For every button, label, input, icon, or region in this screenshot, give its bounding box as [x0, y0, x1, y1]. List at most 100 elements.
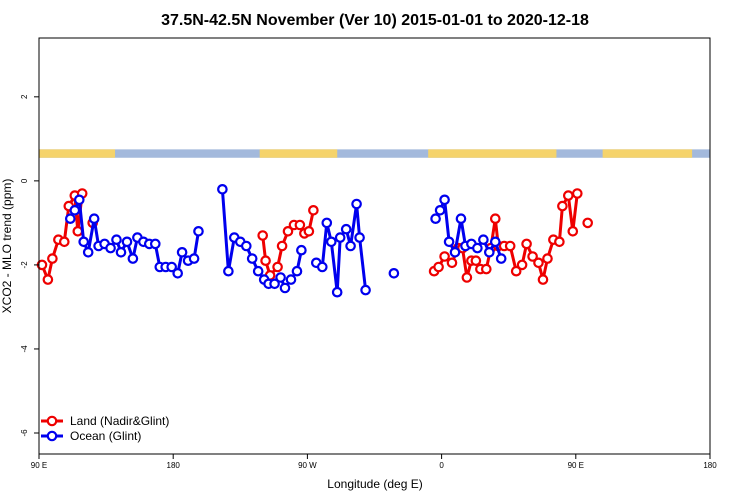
data-point-land [504, 240, 516, 252]
y-tick-label: -4 [20, 345, 29, 353]
data-point-land [257, 230, 268, 241]
data-point-ocean [150, 238, 161, 250]
data-point-land [276, 240, 288, 252]
chart-title: 37.5N-42.5N November (Ver 10) 2015-01-01… [161, 12, 589, 29]
data-point-ocean [345, 240, 356, 252]
data-point-ocean [275, 272, 286, 283]
data-point-ocean [296, 244, 307, 256]
data-point-land [554, 236, 565, 248]
data-point-ocean [127, 253, 139, 264]
y-axis: 2 0 -2 -4 -6 [20, 94, 39, 437]
data-point-land [527, 251, 538, 262]
data-point-ocean [455, 213, 467, 224]
y-tick-label: 2 [20, 94, 29, 99]
data-point-ocean [246, 253, 258, 264]
data-point-ocean [172, 267, 183, 279]
x-tick-label: 90 W [298, 461, 317, 470]
data-point-land [582, 217, 593, 229]
x-axis: 90 E 180 90 W 0 90 E 180 [31, 454, 717, 470]
data-point-land [308, 205, 319, 216]
x-axis-label: Longitude (deg E) [327, 477, 422, 491]
data-point-land [470, 255, 482, 266]
data-point-ocean [351, 198, 362, 210]
data-point-ocean [434, 205, 446, 216]
data-point-ocean [443, 236, 455, 248]
x-tick-label: 0 [439, 461, 444, 470]
series-line-land [261, 209, 315, 277]
data-point-land [294, 219, 306, 231]
data-point-ocean [495, 253, 507, 264]
data-point-ocean [217, 184, 228, 195]
data-point-land [537, 274, 549, 285]
data-point-land [282, 226, 294, 237]
data-point-ocean [223, 265, 234, 277]
surface-band [39, 149, 710, 158]
data-point-ocean [105, 242, 116, 254]
data-point-ocean [88, 213, 100, 224]
series-land [36, 188, 593, 285]
data-point-land [542, 253, 553, 264]
data-point-ocean [188, 253, 200, 264]
data-point-land [571, 188, 583, 199]
legend: Land (Nadir&Glint) Ocean (Glint) [41, 414, 169, 443]
data-point-land [446, 257, 458, 269]
surface-band-land [428, 149, 557, 158]
data-point-land [42, 274, 54, 285]
legend-marker-ocean [46, 430, 58, 442]
series-line-ocean [315, 202, 368, 294]
data-point-ocean [439, 194, 450, 206]
data-point-land [439, 251, 450, 262]
data-point-land [557, 200, 568, 212]
data-point-ocean [111, 234, 122, 245]
surface-band-land [39, 149, 116, 158]
data-point-land [510, 265, 522, 277]
data-point-ocean [321, 217, 333, 229]
data-point-ocean [115, 247, 127, 258]
legend-marker-land [46, 415, 58, 427]
data-point-land [489, 213, 501, 224]
data-point-ocean [354, 232, 365, 243]
data-point-land [59, 236, 70, 248]
data-point-land [47, 253, 58, 264]
data-point-ocean [316, 261, 328, 273]
data-point-ocean [472, 242, 483, 254]
data-point-ocean [478, 234, 489, 245]
data-point-land [272, 261, 283, 273]
y-tick-label: -2 [20, 261, 29, 269]
data-point-ocean [176, 247, 188, 258]
data-point-land [533, 257, 544, 269]
data-point-ocean [285, 274, 297, 285]
surface-band-ocean [39, 149, 710, 158]
legend-label-land: Land (Nadir&Glint) [70, 414, 169, 428]
y-axis-label: XCO2 - MLO trend (ppm) [0, 179, 14, 314]
data-point-ocean [279, 282, 291, 294]
data-point-land [567, 226, 579, 237]
y-tick-label: -6 [20, 429, 29, 437]
data-point-ocean [334, 232, 346, 243]
legend-label-ocean: Ocean (Glint) [70, 429, 141, 443]
data-point-ocean [241, 240, 252, 252]
data-point-land [521, 238, 532, 250]
data-point-ocean [252, 265, 264, 277]
data-point-ocean [449, 247, 461, 258]
data-point-ocean [74, 194, 85, 206]
data-point-ocean [121, 236, 133, 248]
data-point-land [480, 263, 492, 275]
data-point-land [461, 272, 473, 283]
data-point-ocean [388, 267, 400, 279]
x-tick-label: 180 [703, 461, 717, 470]
data-point-ocean [269, 278, 280, 290]
data-point-ocean [360, 284, 371, 296]
data-point-ocean [489, 236, 501, 248]
data-point-land [433, 261, 444, 273]
data-point-ocean [331, 286, 343, 298]
data-point-ocean [69, 205, 81, 216]
data-point-ocean [78, 236, 89, 248]
data-point-land [303, 226, 315, 237]
x-tick-label: 180 [167, 461, 181, 470]
data-point-ocean [193, 226, 204, 237]
surface-band-land [602, 149, 693, 158]
plot-frame [38, 37, 711, 455]
surface-band-land [259, 149, 338, 158]
